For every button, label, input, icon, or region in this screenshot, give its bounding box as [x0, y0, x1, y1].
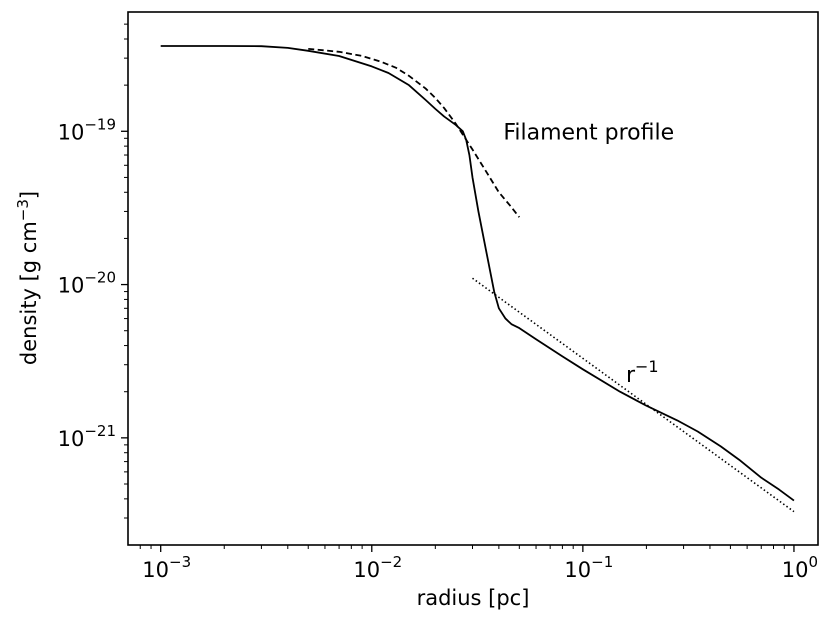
series-layer	[160, 45, 795, 513]
y-tick-label: 10−19	[58, 115, 116, 144]
filament-profile-annotation: Filament profile	[503, 120, 674, 145]
y-tick-label: 10−21	[58, 422, 116, 451]
y-tick-label: 10−20	[58, 269, 116, 298]
annotation-base: Filament profile	[503, 120, 674, 145]
x-tick-label-base: 10	[782, 558, 809, 582]
x-tick-label: 10−3	[142, 553, 191, 582]
y-axis-label-exp: −3	[14, 199, 32, 221]
minor-ticks	[124, 23, 785, 549]
x-tick-label-base: 10	[564, 558, 591, 582]
x-tick-label-base: 10	[353, 558, 380, 582]
y-tick-label-exp: −21	[84, 422, 116, 440]
x-tick-label: 100	[782, 553, 818, 582]
x-tick-label-base: 10	[142, 558, 169, 582]
x-axis-label: radius [pc]	[417, 586, 530, 610]
y-tick-label-exp: −19	[84, 115, 116, 133]
annotation-base: r	[626, 363, 636, 388]
y-tick-label-base: 10	[58, 427, 85, 451]
r-inverse-line	[472, 277, 795, 513]
simulation-profile-line	[160, 45, 795, 502]
y-axis-label-close: ]	[17, 191, 41, 199]
x-tick-label-exp: 0	[809, 553, 819, 571]
x-tick-label-exp: −1	[591, 553, 613, 571]
y-axis-label: density [g cm−3]	[14, 191, 41, 365]
y-axis-label-main: density [g cm	[17, 221, 41, 365]
y-tick-label-base: 10	[58, 274, 85, 298]
x-tick-label-exp: −3	[169, 553, 191, 571]
y-tick-label-base: 10	[58, 120, 85, 144]
annotation-layer: Filament profile r−1	[503, 120, 674, 388]
y-tick-label-exp: −20	[84, 269, 116, 287]
plot-frame	[127, 11, 819, 546]
filament-profile-line	[308, 47, 521, 218]
x-tick-label-exp: −2	[380, 553, 402, 571]
x-tick-label: 10−2	[353, 553, 402, 582]
x-tick-label: 10−1	[564, 553, 613, 582]
annotation-exp: −1	[635, 357, 659, 376]
r-inverse-annotation: r−1	[626, 357, 659, 388]
